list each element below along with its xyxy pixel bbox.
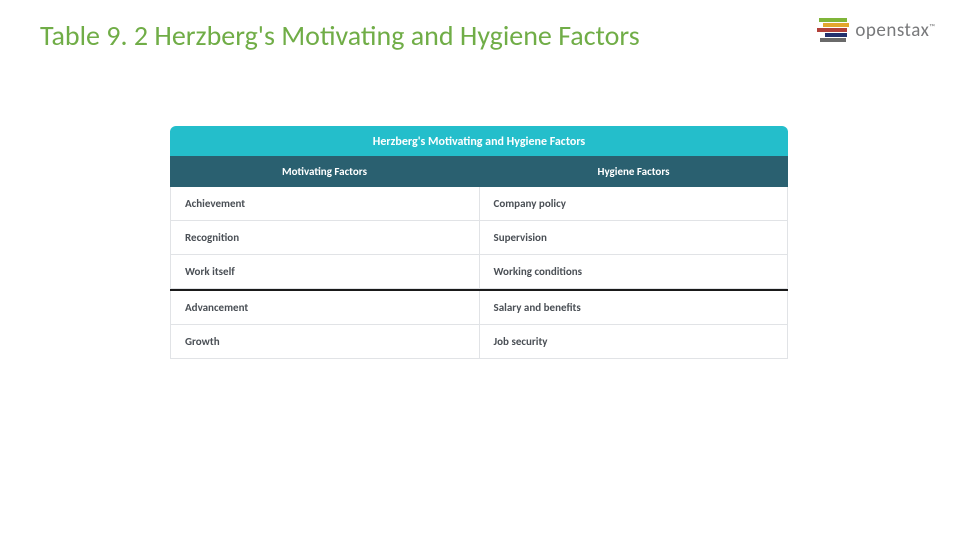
logo-bar-icon <box>819 18 847 22</box>
logo-bar-icon <box>825 33 847 37</box>
table-header-top: Herzberg's Motivating and Hygiene Factor… <box>170 126 788 156</box>
logo-bars-icon <box>817 18 849 42</box>
logo-word: openstax <box>855 19 929 42</box>
cell-motivating: Growth <box>170 325 480 359</box>
cell-hygiene: Supervision <box>480 221 789 255</box>
table-row: RecognitionSupervision <box>170 221 788 255</box>
column-header-motivating: Motivating Factors <box>170 156 479 187</box>
openstax-logo: openstax™ <box>817 18 935 42</box>
table-row: AdvancementSalary and benefits <box>170 289 788 325</box>
herzberg-table: Herzberg's Motivating and Hygiene Factor… <box>170 126 788 359</box>
logo-trademark: ™ <box>929 22 935 32</box>
cell-hygiene: Job security <box>480 325 789 359</box>
cell-motivating: Achievement <box>170 187 480 221</box>
cell-hygiene: Working conditions <box>480 255 789 289</box>
table-row: AchievementCompany policy <box>170 187 788 221</box>
logo-bar-icon <box>820 38 846 42</box>
logo-bar-icon <box>817 28 847 32</box>
logo-bar-icon <box>823 23 849 27</box>
table-header-columns: Motivating Factors Hygiene Factors <box>170 156 788 187</box>
cell-hygiene: Salary and benefits <box>480 291 789 325</box>
cell-motivating: Work itself <box>170 255 480 289</box>
cell-motivating: Recognition <box>170 221 480 255</box>
cell-motivating: Advancement <box>170 291 480 325</box>
table-row: Work itselfWorking conditions <box>170 255 788 289</box>
logo-text: openstax™ <box>855 19 935 42</box>
column-header-hygiene: Hygiene Factors <box>479 156 788 187</box>
table-row: GrowthJob security <box>170 325 788 359</box>
page-title: Table 9. 2 Herzberg's Motivating and Hyg… <box>40 18 640 53</box>
cell-hygiene: Company policy <box>480 187 789 221</box>
